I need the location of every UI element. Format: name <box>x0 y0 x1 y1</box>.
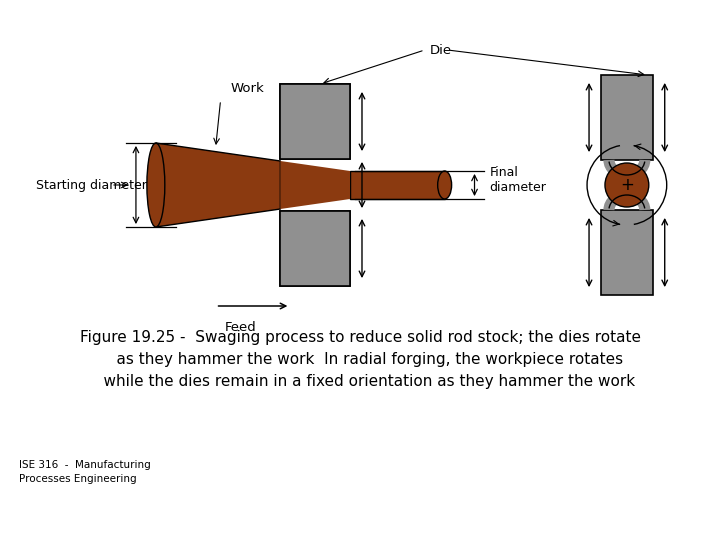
Polygon shape <box>156 143 280 227</box>
Polygon shape <box>350 171 445 199</box>
Text: +: + <box>620 176 634 194</box>
Bar <box>280 84 350 159</box>
Bar <box>601 210 653 295</box>
Text: Work: Work <box>230 82 264 94</box>
Bar <box>280 211 350 286</box>
Text: ISE 316  -  Manufacturing: ISE 316 - Manufacturing <box>19 460 151 470</box>
Text: Starting diameter: Starting diameter <box>36 179 147 192</box>
Text: Processes Engineering: Processes Engineering <box>19 474 137 484</box>
Text: Figure 19.25 -  Swaging process to reduce solid rod stock; the dies rotate: Figure 19.25 - Swaging process to reduce… <box>79 330 641 345</box>
Polygon shape <box>280 161 350 209</box>
Circle shape <box>605 163 649 207</box>
Ellipse shape <box>147 143 165 227</box>
Text: while the dies remain in a fixed orientation as they hammer the work: while the dies remain in a fixed orienta… <box>84 374 636 389</box>
Ellipse shape <box>438 171 451 199</box>
Text: as they hammer the work  In radial forging, the workpiece rotates: as they hammer the work In radial forgin… <box>97 352 623 367</box>
Text: Die: Die <box>430 44 452 57</box>
Bar <box>280 211 350 286</box>
Text: Feed: Feed <box>225 321 256 334</box>
Bar <box>280 84 350 159</box>
Text: Final
diameter: Final diameter <box>490 166 546 194</box>
Bar <box>601 75 653 160</box>
